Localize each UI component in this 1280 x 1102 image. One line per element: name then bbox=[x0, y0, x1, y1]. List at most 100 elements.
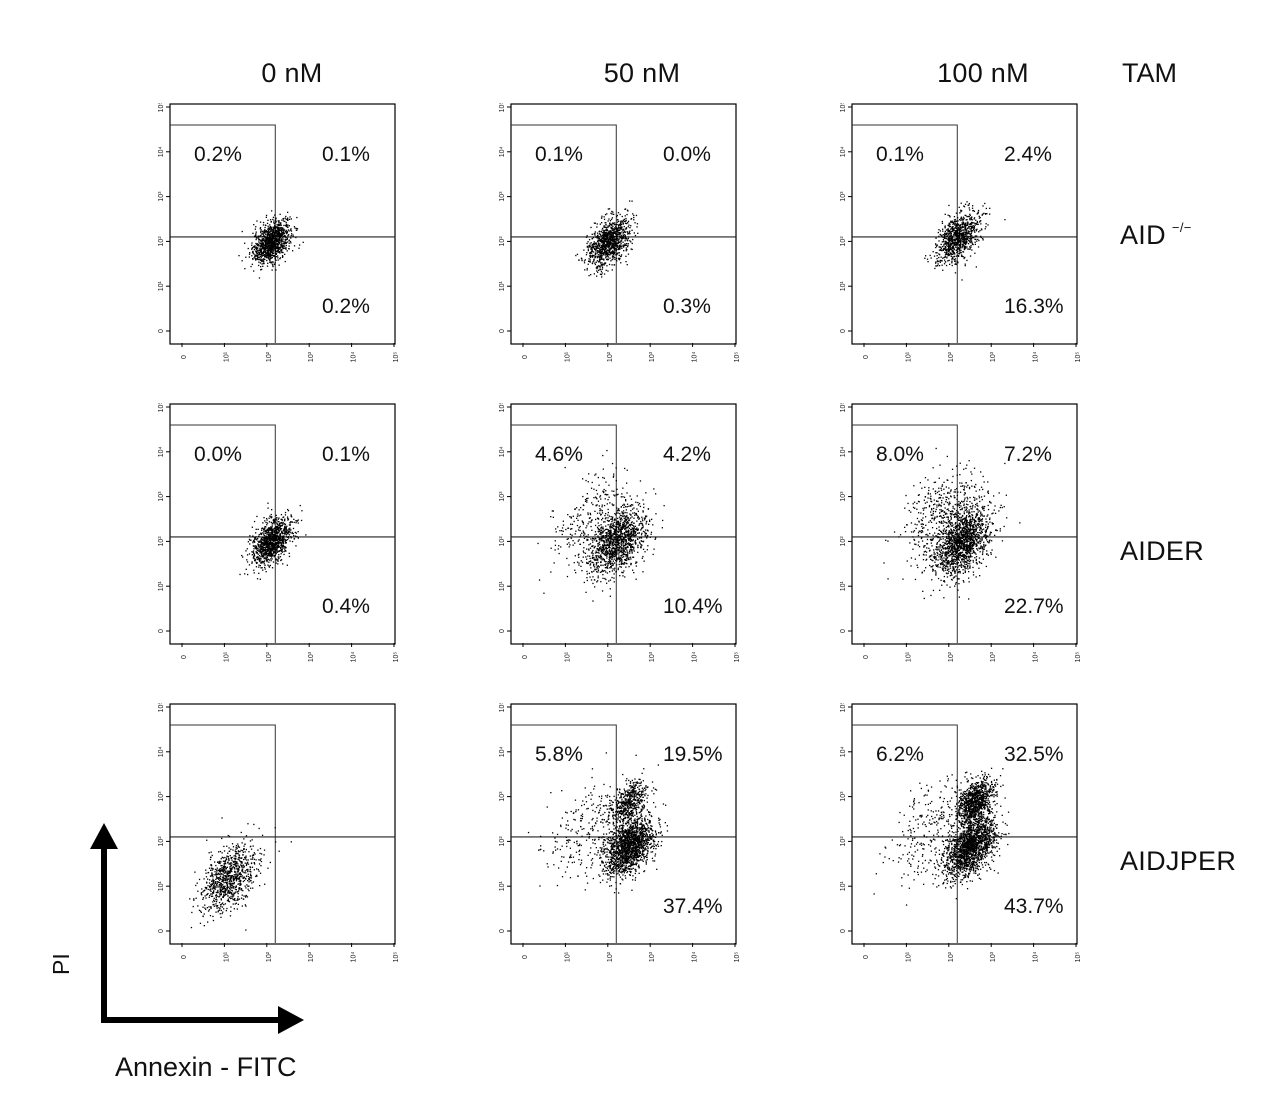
event-dot bbox=[598, 254, 600, 256]
event-dot bbox=[635, 543, 637, 545]
event-dot bbox=[275, 525, 277, 528]
event-dot bbox=[277, 228, 280, 230]
event-dot bbox=[978, 239, 980, 242]
event-dot bbox=[948, 240, 951, 242]
event-dot bbox=[272, 561, 275, 563]
event-dot bbox=[630, 225, 632, 227]
event-dot bbox=[264, 549, 266, 551]
event-dot bbox=[606, 252, 608, 254]
event-dot bbox=[585, 591, 587, 593]
event-dot bbox=[597, 239, 599, 241]
event-dot bbox=[284, 540, 286, 542]
event-dot bbox=[964, 223, 967, 225]
y-tick-label: 10¹ bbox=[158, 580, 165, 591]
event-dot bbox=[244, 573, 246, 575]
event-dot bbox=[941, 246, 944, 248]
event-dot bbox=[608, 546, 610, 549]
event-dot bbox=[277, 232, 279, 234]
event-dot bbox=[286, 230, 288, 232]
event-dot bbox=[590, 579, 593, 581]
event-dot bbox=[264, 226, 266, 229]
event-dot bbox=[603, 225, 605, 227]
event-dot bbox=[594, 231, 596, 233]
event-dot bbox=[278, 249, 280, 251]
event-dot bbox=[267, 528, 269, 530]
x-tick-label: 10¹ bbox=[905, 351, 912, 362]
event-dot bbox=[264, 528, 266, 530]
event-dot bbox=[246, 548, 248, 550]
event-dot bbox=[257, 553, 259, 555]
event-dot bbox=[610, 218, 613, 220]
event-dot bbox=[623, 237, 625, 239]
event-dot bbox=[600, 254, 602, 256]
event-dot bbox=[256, 250, 258, 252]
event-dot bbox=[598, 530, 600, 532]
event-dot bbox=[954, 260, 956, 262]
event-dot bbox=[586, 579, 588, 582]
event-dot bbox=[650, 533, 652, 535]
event-dot bbox=[629, 550, 631, 553]
event-dot bbox=[251, 244, 253, 246]
event-dot bbox=[616, 235, 618, 237]
event-dot bbox=[283, 228, 285, 230]
x-tick-label: 10² bbox=[948, 351, 955, 362]
event-dot bbox=[622, 246, 625, 248]
event-dot bbox=[270, 560, 272, 562]
event-dot bbox=[610, 531, 612, 533]
event-dot bbox=[277, 243, 279, 245]
event-dot bbox=[249, 252, 251, 254]
event-dot bbox=[605, 235, 608, 237]
event-dot bbox=[617, 238, 619, 240]
event-dot bbox=[274, 231, 276, 233]
event-dot bbox=[269, 564, 271, 567]
event-dot bbox=[616, 512, 618, 514]
event-dot bbox=[604, 577, 606, 580]
event-dot bbox=[260, 240, 262, 242]
event-dot bbox=[294, 531, 296, 534]
event-dot bbox=[601, 242, 603, 244]
event-dot bbox=[296, 536, 298, 538]
event-dot bbox=[295, 520, 297, 522]
event-dot bbox=[602, 577, 604, 579]
y-tick-label: 10⁴ bbox=[158, 446, 165, 457]
event-dot bbox=[642, 520, 644, 522]
event-dot bbox=[271, 235, 274, 237]
event-dot bbox=[277, 535, 279, 537]
event-dot bbox=[278, 221, 280, 224]
event-dot bbox=[609, 241, 611, 244]
event-dot bbox=[278, 246, 280, 249]
event-dot bbox=[616, 229, 618, 231]
event-dot bbox=[269, 255, 271, 257]
event-dot bbox=[955, 238, 958, 241]
event-dot bbox=[604, 540, 606, 542]
event-dot bbox=[279, 537, 281, 539]
event-dot bbox=[985, 207, 987, 210]
event-dot bbox=[280, 525, 282, 527]
event-dot bbox=[262, 245, 264, 248]
event-dot bbox=[278, 234, 280, 236]
event-dot bbox=[610, 526, 612, 528]
event-dot bbox=[635, 565, 637, 567]
event-dot bbox=[267, 243, 269, 246]
event-dot bbox=[246, 561, 249, 563]
event-dot bbox=[975, 219, 977, 221]
event-dot bbox=[261, 255, 264, 257]
event-dot bbox=[600, 240, 602, 243]
quadrant-lower-right-percent: 0.3% bbox=[663, 295, 711, 318]
event-dot bbox=[610, 536, 613, 538]
event-dot bbox=[272, 531, 274, 533]
event-dot bbox=[269, 550, 271, 552]
event-dot bbox=[965, 219, 967, 221]
event-dot bbox=[305, 534, 307, 536]
event-dot bbox=[276, 230, 278, 232]
event-dot bbox=[619, 529, 621, 531]
event-dot bbox=[952, 234, 955, 236]
event-dot bbox=[957, 232, 959, 234]
event-dot bbox=[612, 233, 614, 235]
event-dot bbox=[281, 227, 283, 230]
event-dot bbox=[599, 256, 601, 259]
event-dot bbox=[266, 517, 268, 520]
event-dot bbox=[278, 531, 280, 534]
event-dot bbox=[255, 548, 258, 550]
event-dot bbox=[276, 523, 278, 525]
